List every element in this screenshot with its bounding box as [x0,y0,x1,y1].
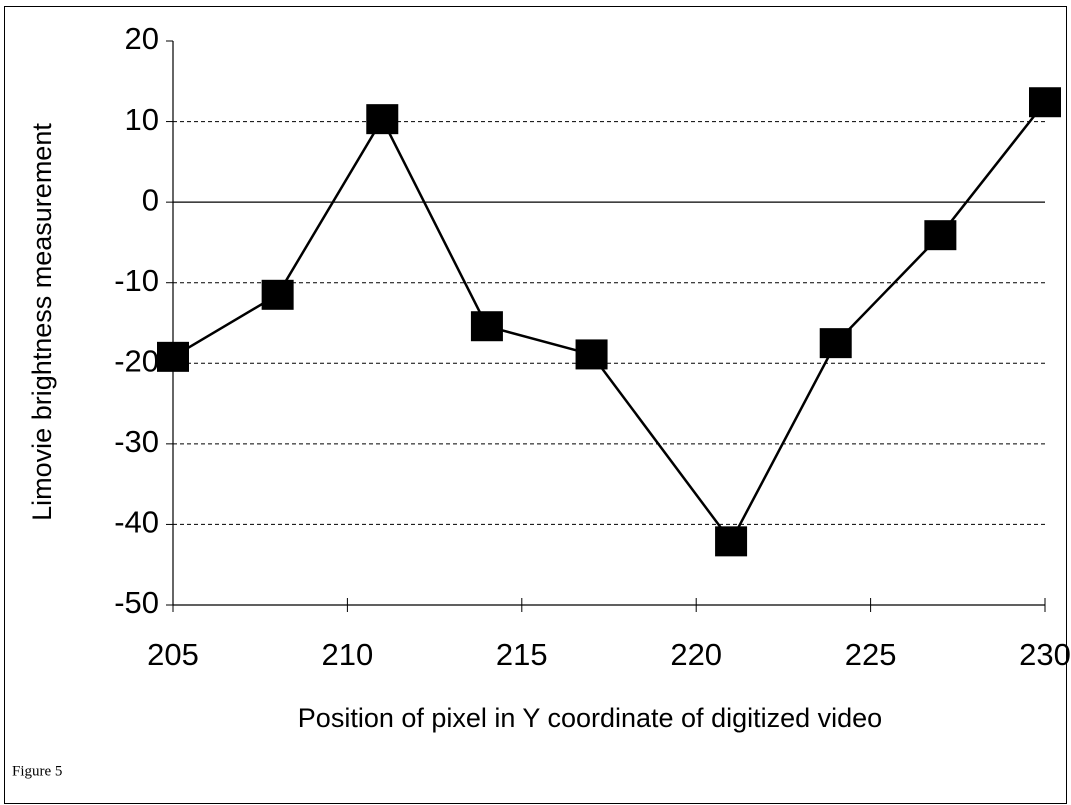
x-tick-label: 230 [1019,637,1071,672]
marker [715,526,748,557]
y-tick-label: -40 [114,505,159,540]
line [172,101,1046,544]
marker [366,104,399,135]
y-tick-label: -10 [114,263,159,298]
y-tick-label: 10 [125,102,159,137]
marker [575,339,608,370]
x-tick-label: 205 [147,637,199,672]
marker [157,341,189,372]
x-tick-label: 225 [845,637,897,672]
y-tick-label: -30 [114,424,159,459]
marker [1029,87,1061,118]
marker [261,279,294,310]
x-tick-label: 220 [670,637,722,672]
y-tick-label: -20 [114,343,159,378]
marker [470,311,503,342]
y-tick-label: 20 [125,21,159,56]
frame [4,6,1067,804]
y-tick-label: -50 [114,585,159,620]
marker [819,328,852,359]
y-tick-label: 0 [142,182,159,217]
x-tick-label: 215 [496,637,548,672]
x-tick-label: 210 [322,637,374,672]
marker [924,220,957,251]
caption: Figure 5 [12,763,62,779]
y-axis-title: Limovie brightness measurement [27,123,57,521]
x-axis-title: Position of pixel in Y coordinate of dig… [298,703,882,733]
